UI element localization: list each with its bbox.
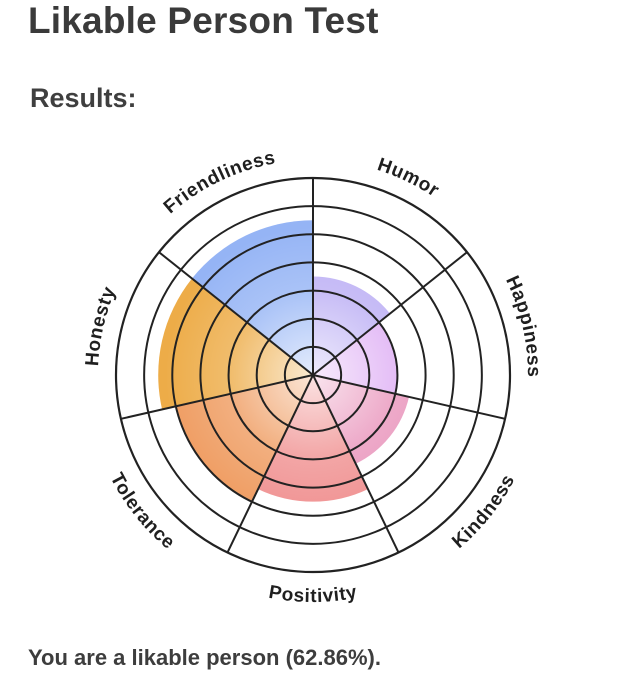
label-kindness: Kindness xyxy=(448,471,519,553)
result-text: You are a likable person (62.86%). xyxy=(28,645,381,670)
grid-spoke xyxy=(312,251,468,376)
grid-spoke xyxy=(120,374,314,420)
label-humor: Humor xyxy=(375,154,443,201)
grid-spoke xyxy=(312,374,400,553)
grid-spoke xyxy=(158,251,314,376)
label-honesty: Honesty xyxy=(82,284,120,367)
label-happiness: Happiness xyxy=(501,273,544,378)
personality-radial-chart: Humor Happiness Kindness Positivity Toleranc… xyxy=(0,130,626,610)
grid-spoke xyxy=(312,374,506,420)
label-positivity: Positivity xyxy=(267,582,359,607)
results-heading: Results: xyxy=(30,83,137,113)
grid-spoke xyxy=(226,374,314,553)
page-title: Likable Person Test xyxy=(28,0,379,41)
label-friendliness: Friendliness xyxy=(160,147,277,218)
radial-chart-svg: Humor Happiness Kindness Positivity Toleranc… xyxy=(82,147,544,607)
grid-layer xyxy=(114,176,512,574)
label-tolerance: Tolerance xyxy=(106,470,179,554)
